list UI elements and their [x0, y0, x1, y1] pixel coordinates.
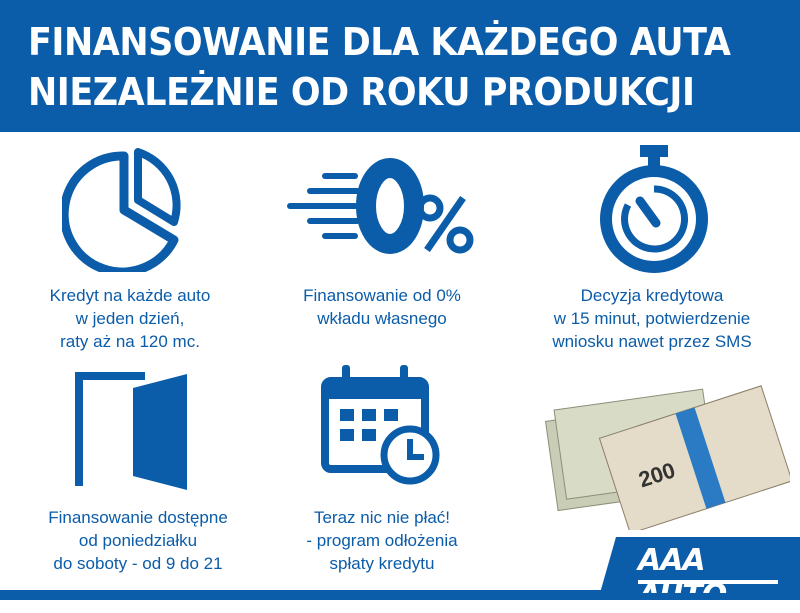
feature-text: Finansowanie od 0% [303, 286, 461, 305]
stopwatch-icon [600, 145, 708, 273]
logo-underline [638, 580, 778, 584]
pie-chart-icon [62, 148, 181, 272]
feature-credit-any-car: Kredyt na każde auto w jeden dzień, raty… [0, 284, 260, 353]
headline-line-1: FINANSOWANIE DLA KAŻDEGO AUTA [28, 20, 731, 64]
calendar-clock-icon [321, 365, 440, 485]
feature-text: wniosku nawet przez SMS [552, 332, 752, 351]
header-banner: FINANSOWANIE DLA KAŻDEGO AUTA NIEZALEŻNI… [0, 0, 800, 132]
headline-line-2: NIEZALEŻNIE OD ROKU PRODUKCJI [28, 70, 695, 114]
bottom-bar [0, 590, 800, 600]
feature-text: do soboty - od 9 do 21 [53, 554, 223, 573]
aaa-auto-logo: AAA AUTO [600, 537, 800, 593]
feature-text: w jeden dzień, [75, 309, 185, 328]
logo-text: AAA AUTO [638, 543, 727, 593]
feature-text: - program odłożenia [306, 531, 458, 550]
feature-text: od poniedziałku [78, 531, 198, 550]
feature-pay-later: Teraz nic nie płać! - program odłożenia … [252, 506, 512, 575]
feature-text: Teraz nic nie płać! [313, 508, 451, 527]
feature-text: Kredyt na każde auto [49, 286, 211, 305]
open-door-icon [75, 372, 187, 490]
feature-text: w 15 minut, potwierdzenie [553, 309, 751, 328]
feature-zero-down: Finansowanie od 0% wkładu własnego [252, 284, 512, 330]
feature-text: spłaty kredytu [329, 554, 435, 573]
feature-fast-decision: Decyzja kredytowa w 15 minut, potwierdze… [522, 284, 782, 353]
banknotes-icon: 200 [544, 385, 790, 530]
feature-opening-hours: Finansowanie dostępne od poniedziałku do… [8, 506, 268, 575]
zero-percent-icon [287, 158, 474, 254]
feature-text: raty aż na 120 mc. [60, 332, 200, 351]
feature-text: wkładu własnego [317, 309, 447, 328]
feature-text: Decyzja kredytowa [580, 286, 724, 305]
feature-text: Finansowanie dostępne [48, 508, 228, 527]
